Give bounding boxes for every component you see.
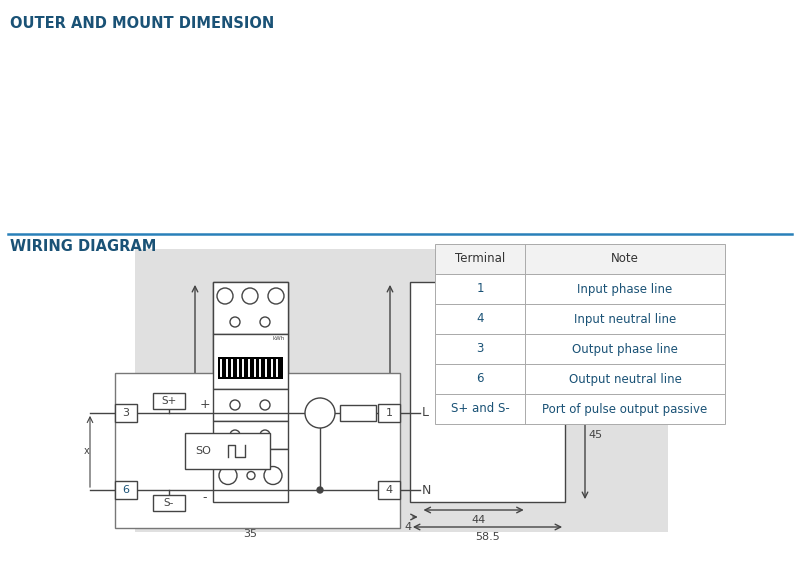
Text: S+: S+ (162, 396, 177, 406)
Text: 90: 90 (377, 385, 387, 399)
Text: 44: 44 (472, 515, 486, 525)
Circle shape (230, 430, 240, 440)
Text: S+ and S-: S+ and S- (450, 403, 510, 416)
Circle shape (230, 317, 240, 327)
Text: Terminal: Terminal (455, 253, 505, 266)
Circle shape (317, 487, 323, 493)
Circle shape (268, 288, 284, 304)
Text: 4: 4 (386, 485, 393, 495)
Bar (115, 373, 400, 528)
Bar (213, 449, 288, 502)
Text: 35: 35 (243, 529, 258, 539)
Text: Note: Note (611, 253, 639, 266)
Text: 90: 90 (182, 385, 192, 399)
Bar (378, 404, 400, 422)
Text: 35.5: 35.5 (543, 320, 567, 331)
Circle shape (260, 317, 270, 327)
Text: 6: 6 (122, 485, 130, 495)
Circle shape (242, 288, 258, 304)
Text: OUTER AND MOUNT DIMENSION: OUTER AND MOUNT DIMENSION (10, 16, 274, 31)
Text: 45: 45 (588, 430, 602, 440)
Bar (115, 404, 137, 422)
Text: Input phase line: Input phase line (578, 283, 673, 296)
Text: 3: 3 (476, 342, 484, 355)
Bar (435, 274, 725, 304)
Text: +: + (200, 399, 210, 412)
Text: x: x (84, 447, 90, 456)
Bar (213, 389, 288, 421)
Circle shape (230, 400, 240, 410)
Circle shape (219, 466, 237, 484)
Text: -: - (202, 491, 207, 505)
Bar (213, 421, 288, 449)
Bar (435, 334, 725, 364)
Text: 58.5: 58.5 (475, 532, 500, 542)
Text: 4: 4 (405, 522, 411, 532)
Bar (378, 481, 400, 499)
Bar (435, 394, 725, 424)
Bar (185, 433, 270, 469)
Bar (213, 282, 288, 502)
Bar (213, 334, 288, 389)
Text: Input neutral line: Input neutral line (574, 312, 676, 325)
Text: Port of pulse output passive: Port of pulse output passive (542, 403, 708, 416)
Text: S-: S- (164, 498, 174, 508)
Bar (435, 364, 725, 394)
Circle shape (247, 472, 255, 479)
Polygon shape (410, 282, 565, 502)
Text: Output phase line: Output phase line (572, 342, 678, 355)
Text: N: N (422, 483, 431, 496)
Circle shape (260, 400, 270, 410)
Bar (435, 244, 725, 274)
Bar (153, 393, 185, 409)
Bar (218, 357, 283, 379)
Circle shape (264, 466, 282, 484)
Circle shape (217, 288, 233, 304)
Bar (340, 405, 376, 421)
Text: SO: SO (195, 446, 211, 456)
Text: L: L (422, 407, 429, 420)
Text: 3: 3 (122, 408, 130, 418)
Circle shape (260, 430, 270, 440)
Text: 1: 1 (476, 283, 484, 296)
Bar (115, 481, 137, 499)
Bar (213, 282, 288, 334)
Text: 4: 4 (476, 312, 484, 325)
Text: 6: 6 (476, 372, 484, 386)
Bar (435, 304, 725, 334)
Text: 1: 1 (386, 408, 393, 418)
Text: Output neutral line: Output neutral line (569, 372, 682, 386)
Text: kWh: kWh (273, 336, 285, 341)
Bar (153, 495, 185, 511)
Text: WIRING DIAGRAM: WIRING DIAGRAM (10, 239, 156, 254)
Circle shape (305, 398, 335, 428)
Bar (135, 249, 668, 532)
